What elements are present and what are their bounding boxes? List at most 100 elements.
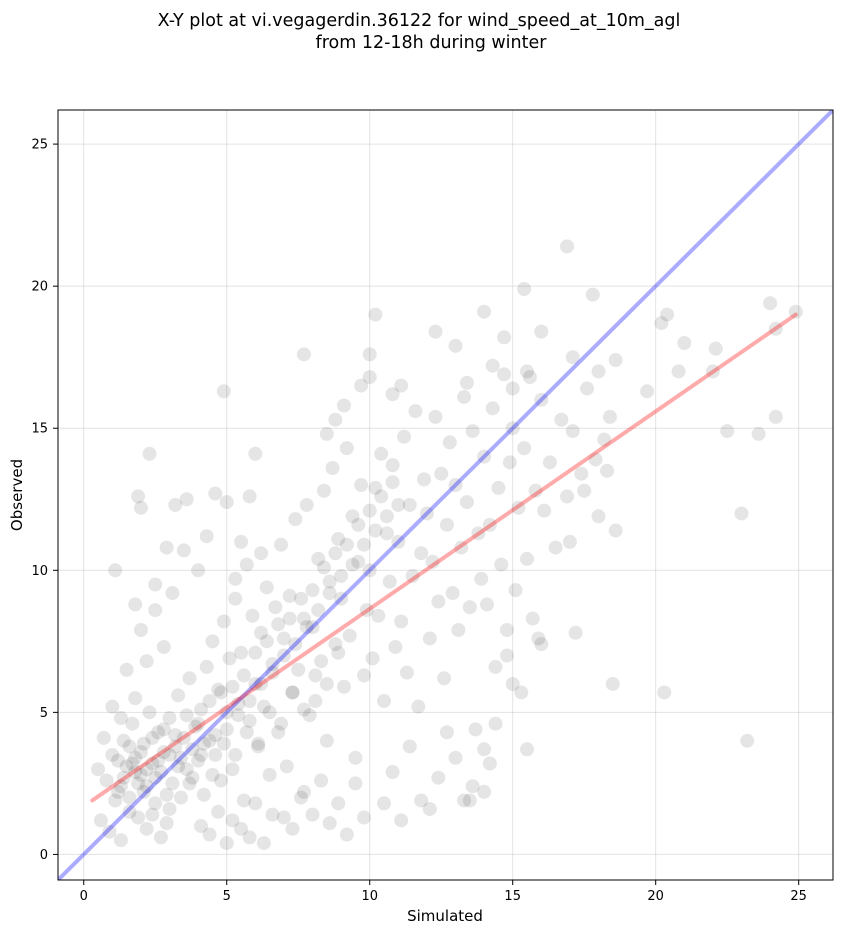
data-point bbox=[236, 668, 251, 683]
data-point bbox=[514, 685, 529, 700]
data-point bbox=[248, 796, 263, 811]
data-point bbox=[279, 759, 294, 774]
data-point bbox=[471, 526, 486, 541]
data-point bbox=[348, 750, 363, 765]
data-point bbox=[354, 378, 369, 393]
data-point bbox=[751, 426, 766, 441]
data-point bbox=[497, 367, 512, 382]
data-point bbox=[242, 713, 257, 728]
data-point bbox=[139, 821, 154, 836]
data-point bbox=[282, 588, 297, 603]
data-point bbox=[285, 685, 300, 700]
data-point bbox=[542, 455, 557, 470]
data-point bbox=[520, 551, 535, 566]
data-point bbox=[222, 651, 237, 666]
data-point bbox=[142, 446, 157, 461]
data-point bbox=[528, 483, 543, 498]
data-point bbox=[145, 756, 160, 771]
data-point bbox=[580, 381, 595, 396]
data-point bbox=[311, 551, 326, 566]
data-point bbox=[597, 432, 612, 447]
data-point bbox=[191, 563, 206, 578]
data-point bbox=[505, 421, 520, 436]
data-point bbox=[425, 554, 440, 569]
identity-line bbox=[58, 110, 833, 880]
data-point bbox=[219, 722, 234, 737]
data-point bbox=[379, 509, 394, 524]
data-point bbox=[439, 725, 454, 740]
data-point bbox=[102, 824, 117, 839]
data-point bbox=[148, 577, 163, 592]
data-point bbox=[148, 796, 163, 811]
data-point bbox=[113, 711, 128, 726]
data-point bbox=[385, 458, 400, 473]
data-point bbox=[148, 770, 163, 785]
data-point bbox=[145, 807, 160, 822]
data-point bbox=[202, 733, 217, 748]
data-point bbox=[359, 603, 374, 618]
data-point bbox=[548, 540, 563, 555]
data-point bbox=[457, 389, 472, 404]
data-point bbox=[99, 773, 114, 788]
data-point bbox=[162, 711, 177, 726]
reference-lines bbox=[58, 110, 833, 880]
x-axis: 0 5 10 15 20 25 bbox=[80, 880, 807, 904]
data-point bbox=[193, 819, 208, 834]
data-point bbox=[328, 412, 343, 427]
data-point bbox=[442, 435, 457, 450]
data-point bbox=[296, 784, 311, 799]
data-point bbox=[274, 537, 289, 552]
data-point bbox=[534, 392, 549, 407]
data-point bbox=[371, 608, 386, 623]
data-point bbox=[176, 543, 191, 558]
data-point bbox=[228, 571, 243, 586]
data-point bbox=[479, 597, 494, 612]
data-point bbox=[139, 779, 154, 794]
data-point bbox=[511, 500, 526, 515]
data-point bbox=[248, 676, 263, 691]
data-point bbox=[148, 603, 163, 618]
data-point bbox=[405, 568, 420, 583]
data-point bbox=[96, 730, 111, 745]
data-point bbox=[574, 466, 589, 481]
data-point bbox=[331, 796, 346, 811]
data-point bbox=[342, 628, 357, 643]
x-axis-label: Simulated bbox=[407, 907, 483, 925]
data-point bbox=[434, 466, 449, 481]
data-point bbox=[205, 634, 220, 649]
data-point bbox=[133, 767, 148, 782]
data-point bbox=[191, 753, 206, 768]
data-point bbox=[465, 424, 480, 439]
x-tick-label: 10 bbox=[361, 889, 378, 904]
data-point bbox=[560, 239, 575, 254]
data-point bbox=[193, 747, 208, 762]
data-point bbox=[216, 384, 231, 399]
data-point bbox=[179, 708, 194, 723]
data-point bbox=[488, 716, 503, 731]
y-tick-label: 0 bbox=[40, 848, 48, 863]
data-point bbox=[411, 699, 426, 714]
data-point bbox=[211, 804, 226, 819]
data-point bbox=[113, 779, 128, 794]
data-point bbox=[468, 722, 483, 737]
y-tick-label: 20 bbox=[31, 280, 48, 295]
data-point bbox=[193, 702, 208, 717]
data-point bbox=[191, 716, 206, 731]
data-point bbox=[600, 463, 615, 478]
data-point bbox=[328, 546, 343, 561]
data-point bbox=[437, 671, 452, 686]
data-point bbox=[108, 563, 123, 578]
data-point bbox=[125, 756, 140, 771]
data-point bbox=[591, 509, 606, 524]
data-point bbox=[142, 705, 157, 720]
data-point bbox=[314, 654, 329, 669]
data-point bbox=[377, 796, 392, 811]
data-point bbox=[671, 364, 686, 379]
data-point bbox=[131, 810, 146, 825]
data-point bbox=[720, 424, 735, 439]
data-point bbox=[242, 830, 257, 845]
data-point bbox=[128, 750, 143, 765]
data-point bbox=[445, 586, 460, 601]
data-point bbox=[397, 429, 412, 444]
data-point bbox=[339, 537, 354, 552]
